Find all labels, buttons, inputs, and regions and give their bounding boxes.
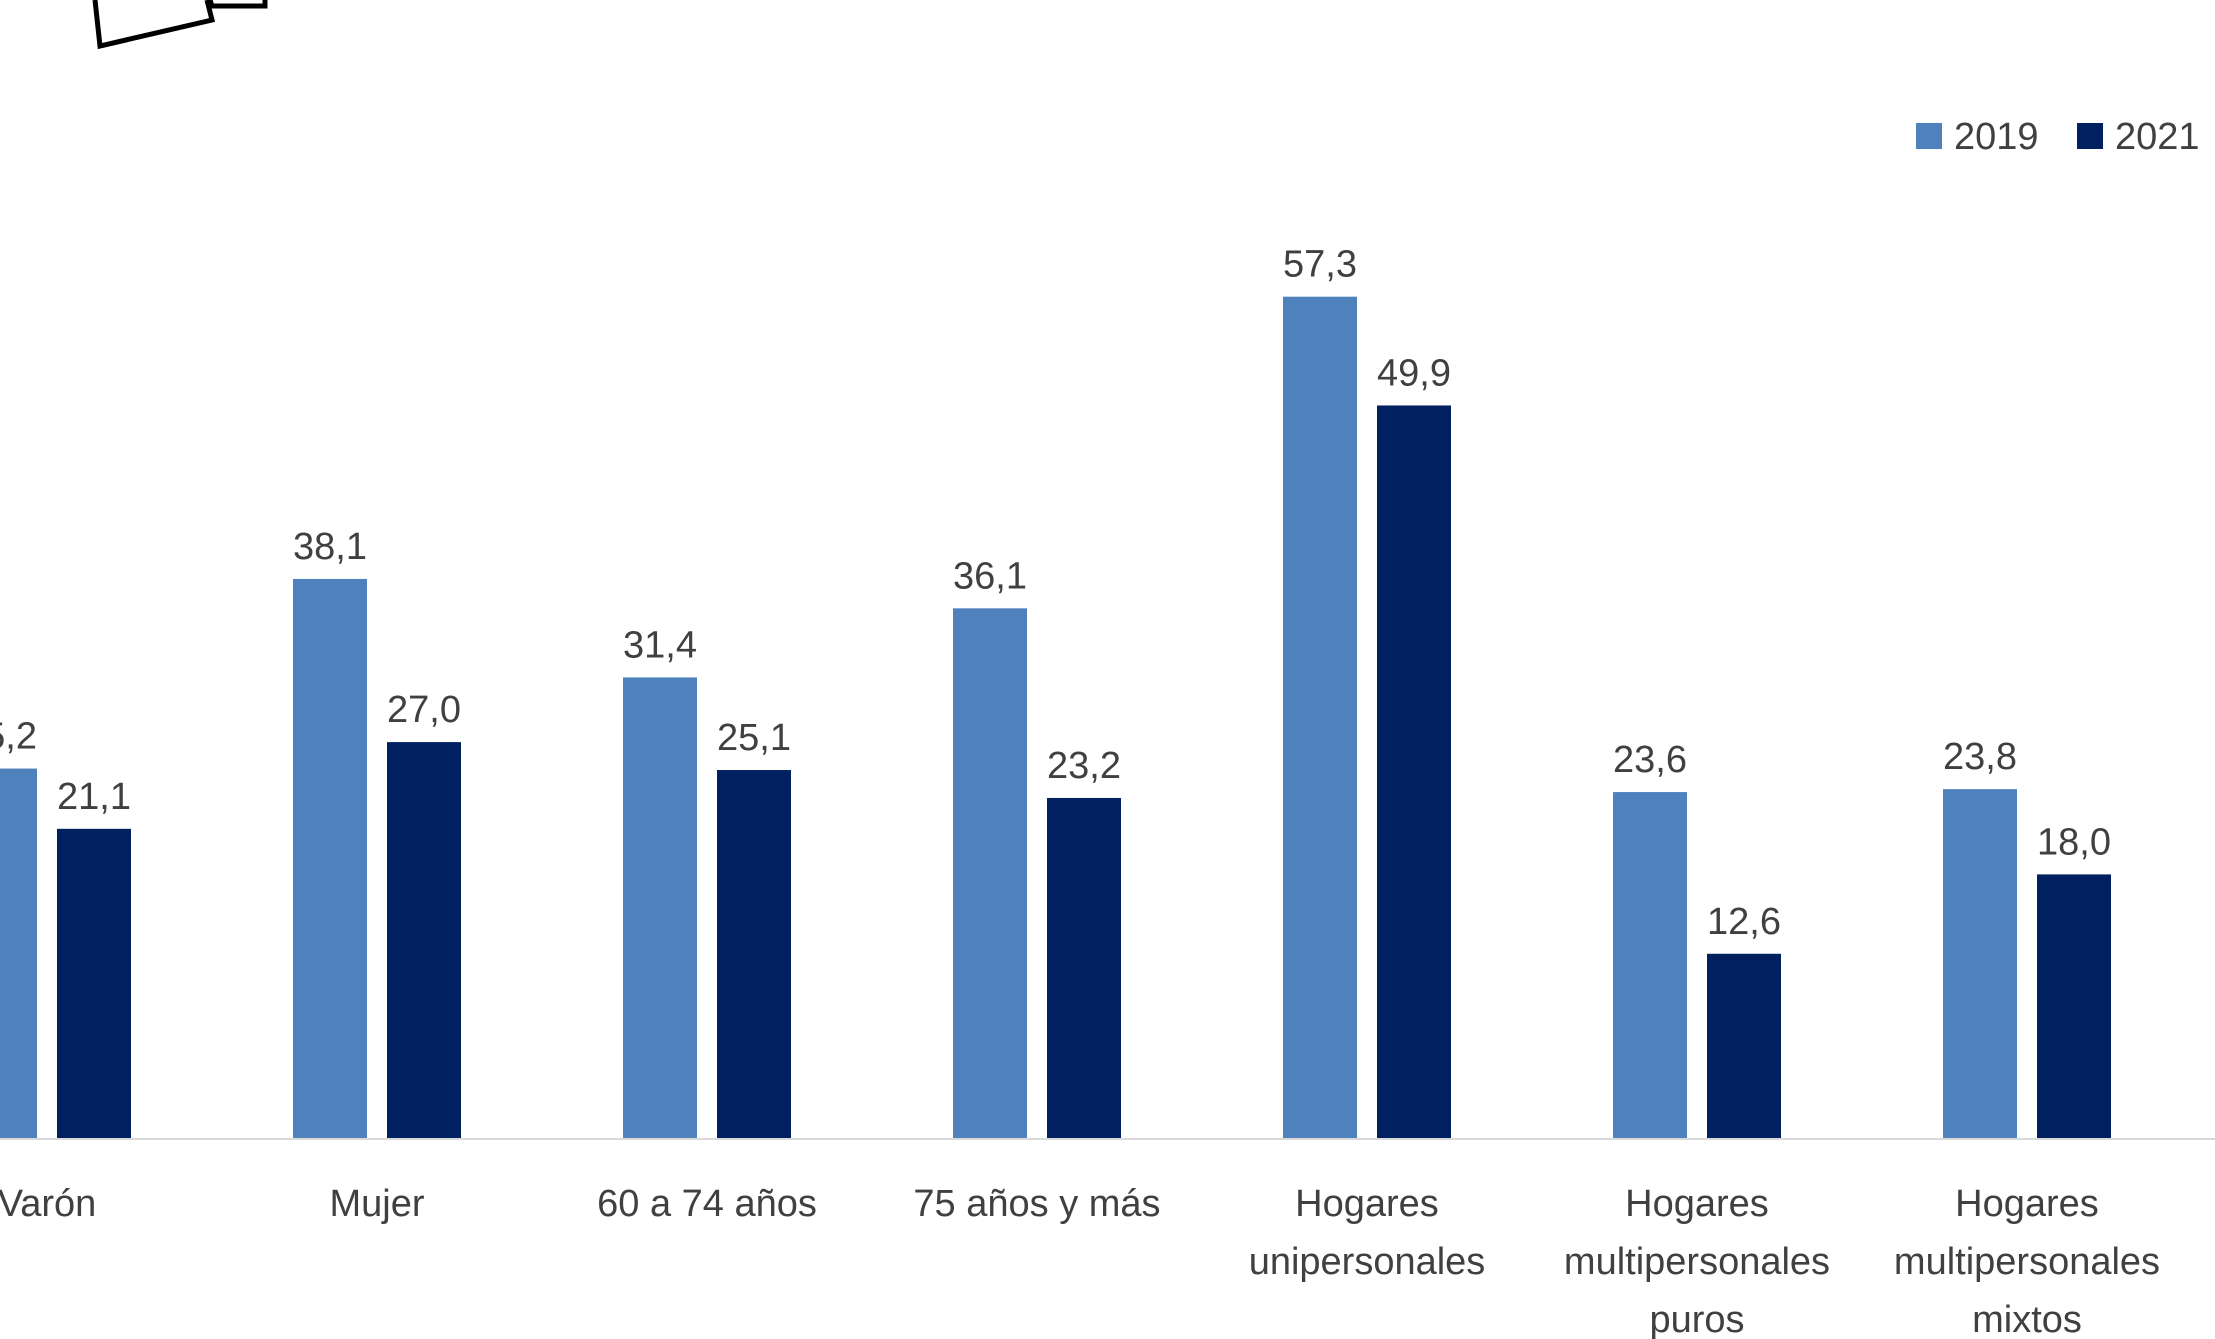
category-label-6-2: mixtos: [1972, 1299, 2082, 1339]
data-label-2021-5: 12,6: [1707, 901, 1781, 943]
bar-2021-5: [1707, 953, 1781, 1139]
category-label-5-1: multipersonales: [1564, 1241, 1830, 1283]
data-label-2021-0: 21,1: [57, 776, 131, 818]
legend-swatch-2021: [2077, 123, 2103, 149]
bar-2021-2: [717, 770, 791, 1139]
legend-label-2021: 2021: [2115, 116, 2200, 158]
decorative-icon: [92, 0, 268, 50]
category-label-1-0: Mujer: [329, 1183, 424, 1225]
legend-swatch-2019: [1916, 123, 1942, 149]
category-label-5-2: puros: [1649, 1299, 1744, 1339]
data-label-2019-1: 38,1: [293, 526, 367, 568]
bar-2019-5: [1613, 792, 1687, 1139]
bar-2019-4: [1283, 296, 1357, 1139]
bar-2021-0: [57, 828, 131, 1139]
category-label-5-0: Hogares: [1625, 1183, 1769, 1225]
bar-2021-6: [2037, 874, 2111, 1139]
category-label-3-0: 75 años y más: [913, 1183, 1160, 1225]
bars: [0, 296, 2111, 1140]
data-label-2021-4: 49,9: [1377, 352, 1451, 394]
data-label-2019-4: 57,3: [1283, 244, 1357, 286]
bar-2019-0: [0, 768, 37, 1139]
category-label-0-0: Varón: [0, 1183, 96, 1225]
legend-label-2019: 2019: [1954, 116, 2039, 158]
category-label-4-0: Hogares: [1295, 1183, 1439, 1225]
bar-2019-6: [1943, 789, 2017, 1139]
bar-2021-3: [1047, 797, 1121, 1139]
category-label-6-1: multipersonales: [1894, 1241, 2160, 1283]
category-label-2-0: 60 a 74 años: [597, 1183, 817, 1225]
bar-2019-1: [293, 578, 367, 1139]
bar-2019-2: [623, 677, 697, 1139]
data-label-2019-0: 25,2: [0, 716, 37, 758]
category-labels: Varón Mujer 60 a 74 años 75 años y más Hogar…: [0, 1183, 2160, 1339]
category-label-6-0: Hogares: [1955, 1183, 2099, 1225]
data-label-2021-6: 18,0: [2037, 821, 2111, 863]
bar-2019-3: [953, 608, 1027, 1139]
data-label-2019-3: 36,1: [953, 555, 1027, 597]
bar-2021-4: [1377, 405, 1451, 1140]
category-label-4-1: unipersonales: [1249, 1241, 1486, 1283]
data-label-2019-5: 23,6: [1613, 739, 1687, 781]
data-label-2019-6: 23,8: [1943, 736, 2017, 778]
data-label-2019-2: 31,4: [623, 624, 697, 666]
data-label-2021-3: 23,2: [1047, 745, 1121, 787]
bar-2021-1: [387, 742, 461, 1139]
data-label-2021-2: 25,1: [717, 717, 791, 759]
data-label-2021-1: 27,0: [387, 689, 461, 731]
legend: 2019 2021: [1916, 116, 2200, 158]
value-labels: 25,2 21,1 38,1 27,0 31,4 25,1 36,1 23,2 57,3 49,9…: [0, 244, 2111, 943]
